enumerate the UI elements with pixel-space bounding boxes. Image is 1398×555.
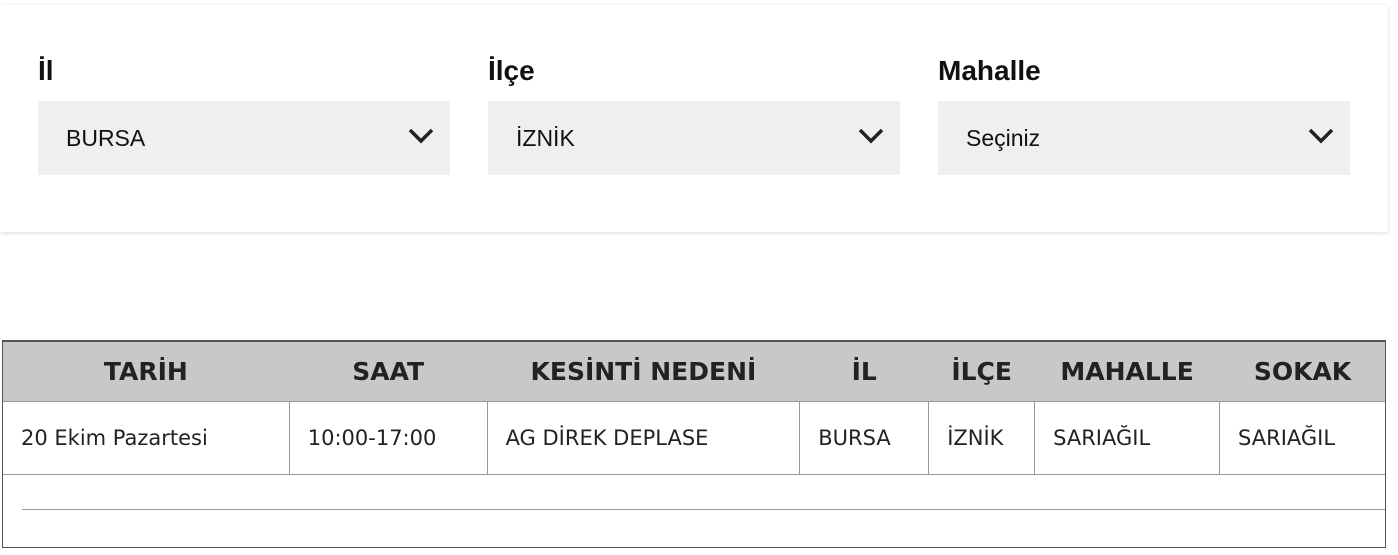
cell-saat: 10:00-17:00 bbox=[288, 400, 488, 475]
ilce-label: İlçe bbox=[488, 55, 535, 86]
cell-il: BURSA bbox=[799, 400, 930, 475]
header-il: İL bbox=[799, 340, 929, 402]
cell-mahalle: SARIAĞIL bbox=[1034, 400, 1221, 475]
ilce-select-value: İZNİK bbox=[516, 125, 575, 151]
row-divider bbox=[22, 509, 1386, 510]
chevron-down-icon bbox=[408, 128, 434, 144]
chevron-down-icon bbox=[1308, 128, 1334, 144]
mahalle-select-value: Seçiniz bbox=[966, 125, 1041, 151]
il-label: İl bbox=[38, 55, 54, 86]
ilce-select[interactable]: İZNİK bbox=[488, 101, 900, 175]
header-kesinti-nedeni: KESİNTİ NEDENİ bbox=[487, 340, 800, 402]
il-select-value: BURSA bbox=[66, 125, 146, 151]
filter-card: İl BURSA İlçe İZNİK Mahalle Seçiniz bbox=[0, 5, 1388, 232]
cell-tarih: 20 Ekim Pazartesi bbox=[2, 400, 290, 475]
table-header-row: TARİH SAAT KESİNTİ NEDENİ İL İLÇE MAHALL… bbox=[2, 340, 1386, 402]
mahalle-label: Mahalle bbox=[938, 55, 1041, 86]
header-ilce: İLÇE bbox=[928, 340, 1035, 402]
outage-table: TARİH SAAT KESİNTİ NEDENİ İL İLÇE MAHALL… bbox=[2, 340, 1386, 475]
mahalle-select[interactable]: Seçiniz bbox=[938, 101, 1350, 175]
cell-ilce: İZNİK bbox=[928, 400, 1036, 475]
chevron-down-icon bbox=[858, 128, 884, 144]
header-saat: SAAT bbox=[289, 340, 488, 402]
header-sokak: SOKAK bbox=[1219, 340, 1386, 402]
cell-kesinti-nedeni: AG DİREK DEPLASE bbox=[486, 400, 801, 475]
table-row: 20 Ekim Pazartesi 10:00-17:00 AG DİREK D… bbox=[2, 400, 1386, 475]
cell-sokak: SARIAĞIL bbox=[1219, 400, 1386, 475]
empty-table-row bbox=[2, 473, 1386, 548]
il-select[interactable]: BURSA bbox=[38, 101, 450, 175]
header-tarih: TARİH bbox=[2, 340, 290, 402]
header-mahalle: MAHALLE bbox=[1034, 340, 1220, 402]
